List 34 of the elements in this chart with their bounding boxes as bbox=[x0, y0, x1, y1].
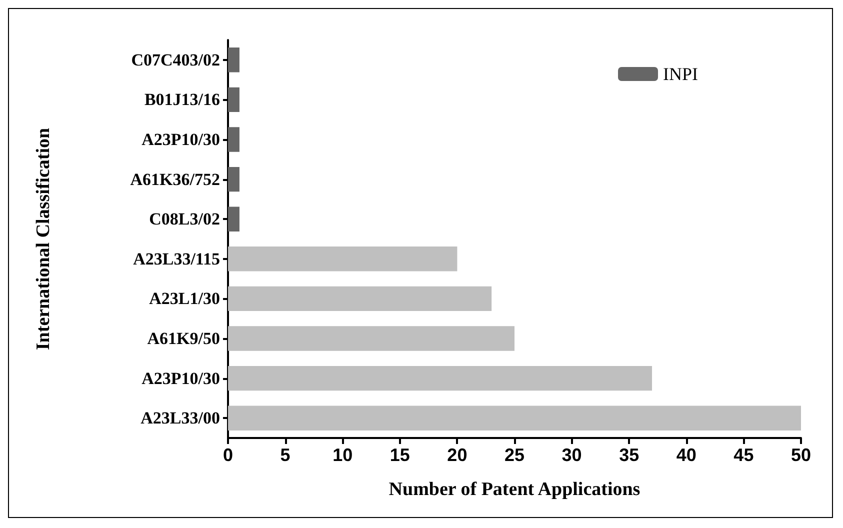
bar bbox=[228, 166, 240, 192]
bar bbox=[228, 286, 492, 312]
y-tick-label: A61K9/50 bbox=[147, 329, 220, 348]
x-tick-label: 10 bbox=[332, 445, 353, 465]
bar bbox=[228, 48, 240, 72]
y-tick-label: A61K36/752 bbox=[130, 170, 220, 189]
x-tick-label: 35 bbox=[619, 445, 640, 465]
x-tick-label: 15 bbox=[390, 445, 410, 465]
bar bbox=[228, 246, 458, 272]
x-tick-label: 50 bbox=[790, 445, 812, 465]
y-tick-label: A23P10/30 bbox=[142, 368, 220, 388]
y-tick-label: A23L33/115 bbox=[133, 249, 220, 268]
x-tick-label: 5 bbox=[280, 445, 290, 465]
bar bbox=[228, 206, 240, 232]
bar bbox=[228, 326, 514, 351]
y-tick-label: C07C403/02 bbox=[131, 50, 220, 70]
y-tick-label: A23L1/30 bbox=[149, 289, 220, 308]
bar bbox=[228, 87, 240, 112]
bar bbox=[228, 406, 801, 430]
bar bbox=[228, 366, 652, 391]
y-tick-label: B01J13/16 bbox=[144, 90, 220, 110]
x-tick-label: 25 bbox=[504, 445, 525, 465]
x-tick-label: 45 bbox=[734, 445, 754, 465]
bar bbox=[228, 127, 240, 152]
y-tick-label: A23L33/00 bbox=[140, 408, 220, 428]
y-tick-label: A23P10/30 bbox=[142, 130, 220, 149]
x-tick-label: 0 bbox=[222, 445, 234, 465]
legend-label: INPI bbox=[663, 64, 698, 84]
y-tick-label: C08L3/02 bbox=[149, 210, 220, 229]
x-axis-title: Number of Patent Applications bbox=[388, 479, 640, 500]
x-tick-label: 20 bbox=[447, 445, 468, 465]
x-tick-label: 40 bbox=[676, 445, 696, 465]
x-tick-label: 30 bbox=[562, 445, 582, 465]
y-axis-title: International Classification bbox=[33, 127, 54, 350]
